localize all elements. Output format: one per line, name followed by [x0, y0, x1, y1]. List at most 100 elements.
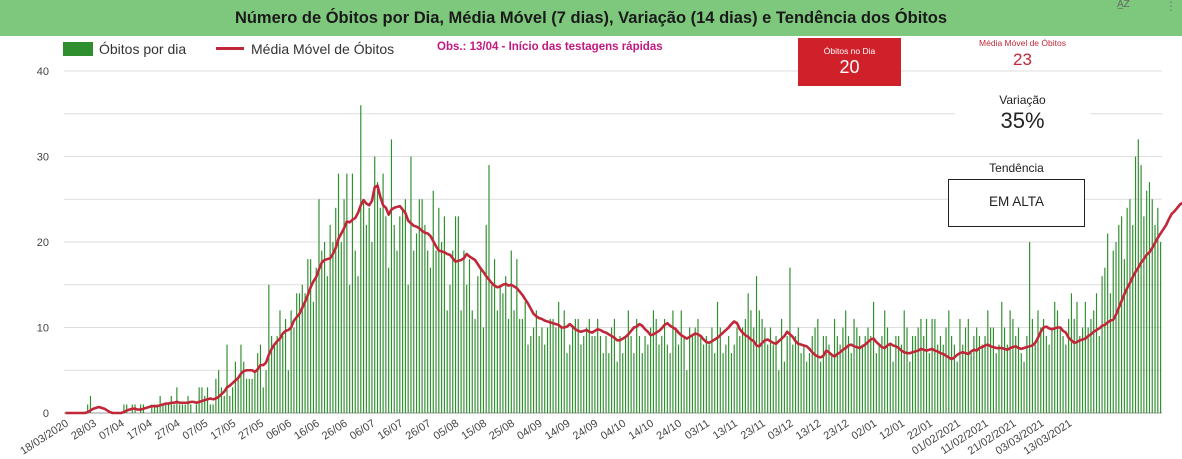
bar [608, 353, 610, 413]
bar [764, 327, 766, 413]
bar [920, 318, 922, 413]
bar [323, 242, 326, 413]
bar [499, 284, 501, 413]
bar [176, 387, 178, 413]
bar [298, 293, 301, 413]
bar [817, 318, 819, 413]
bar [697, 318, 699, 413]
bar [585, 327, 588, 413]
bar [407, 284, 409, 413]
bar [719, 327, 721, 413]
bar [906, 327, 908, 413]
x-tick-label: 26/07 [404, 417, 434, 442]
bar [934, 318, 936, 413]
bar [661, 336, 663, 413]
bar [967, 318, 969, 413]
bar [984, 336, 986, 413]
bar [259, 344, 262, 413]
bar [393, 224, 395, 413]
legend-line-label: Média Móvel de Óbitos [251, 41, 395, 57]
bar [435, 250, 437, 413]
bar [928, 353, 930, 413]
x-tick-label: 06/06 [264, 417, 294, 442]
bar [293, 327, 295, 413]
bar [271, 336, 273, 413]
bar [892, 361, 894, 413]
bar [742, 327, 744, 413]
bar [633, 353, 635, 413]
x-tick-label: 04/10 [599, 417, 629, 442]
bar [312, 301, 315, 413]
bar [574, 318, 576, 413]
bar [371, 242, 373, 413]
bar [232, 387, 234, 413]
y-tick-label: 10 [37, 323, 49, 335]
bar [427, 250, 429, 413]
bar [441, 242, 443, 413]
bar [463, 250, 465, 413]
bar [828, 344, 830, 413]
bar [240, 344, 242, 413]
bar [1146, 190, 1148, 413]
bar [388, 267, 390, 413]
bar [123, 404, 125, 413]
x-tick-label: 14/10 [627, 417, 657, 442]
bar [931, 318, 933, 413]
bar [658, 344, 660, 413]
x-tick-label: 13/12 [794, 417, 824, 442]
bar [165, 404, 167, 413]
bar [87, 404, 89, 413]
bar [705, 336, 707, 413]
bar [861, 344, 864, 413]
bar [627, 310, 629, 413]
x-tick-label: 15/08 [459, 417, 489, 442]
bar [184, 404, 186, 413]
bar [254, 370, 256, 413]
bar [190, 404, 192, 413]
bar [619, 336, 621, 413]
x-axis: 18/03/202028/0307/0417/0427/0407/0517/05… [18, 417, 1074, 457]
bar [867, 327, 869, 413]
bar [652, 310, 654, 413]
bar [521, 318, 524, 413]
bar [680, 310, 682, 413]
bar [686, 370, 688, 413]
bar [418, 199, 420, 413]
trend-value: EM ALTA [988, 194, 1044, 209]
sort-az-icon[interactable]: A̲Z [1117, 0, 1130, 10]
bar [700, 336, 702, 413]
bar [831, 353, 833, 413]
bar [1079, 336, 1081, 413]
bar [234, 361, 236, 413]
bar [446, 310, 448, 413]
bar [379, 207, 381, 413]
bar [1115, 242, 1117, 413]
bar [1065, 344, 1067, 413]
bar [689, 327, 691, 413]
bar [452, 250, 454, 413]
bar [1003, 327, 1006, 413]
bar [362, 199, 365, 413]
bar [237, 378, 239, 413]
bar [513, 310, 515, 413]
bar [566, 353, 568, 413]
bar [396, 250, 398, 413]
bar [296, 293, 298, 413]
bar [636, 318, 638, 413]
bar [1140, 165, 1142, 413]
x-tick-label: 28/03 [69, 417, 99, 442]
more-vert-icon[interactable]: ⋮ [1165, 0, 1177, 13]
x-tick-label: 07/04 [97, 417, 127, 442]
bar [786, 336, 788, 413]
bar [471, 310, 473, 413]
bar [273, 344, 275, 413]
bar [284, 318, 287, 413]
bar [588, 318, 590, 413]
bar [845, 310, 847, 413]
bar [1090, 318, 1092, 413]
bar [1101, 276, 1103, 413]
bar [555, 327, 557, 413]
bar [220, 387, 223, 413]
bar [474, 318, 476, 413]
bar [457, 216, 459, 413]
